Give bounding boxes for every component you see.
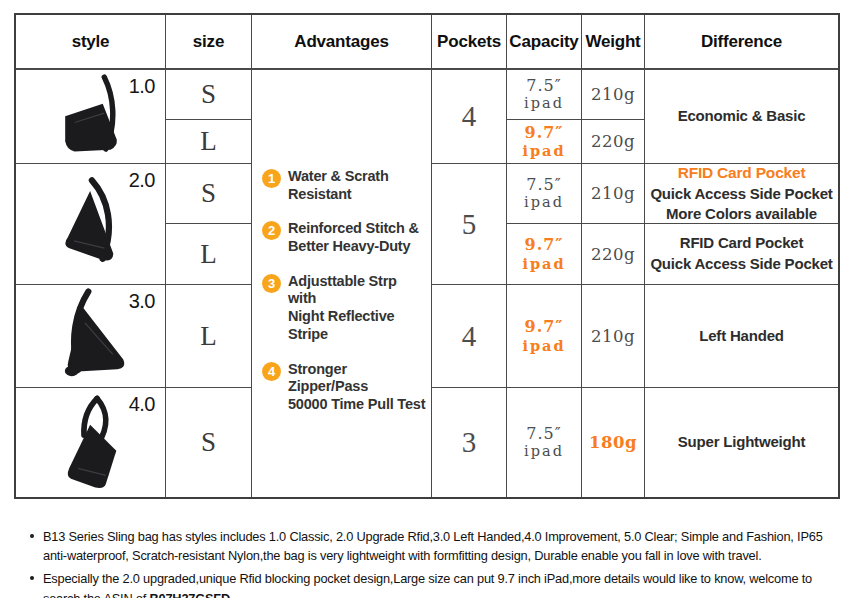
style-cell-1-0: 1.0 xyxy=(16,70,166,164)
difference-line: Quick Access Side Pocket xyxy=(650,184,832,205)
advantages-cell: 1 Water & Scrath Resistant 2 Reinforced … xyxy=(252,70,432,497)
header-cell-size: size xyxy=(166,15,252,70)
difference-cell: Economic & Basic xyxy=(645,70,838,164)
bullet-dot-icon xyxy=(30,576,34,580)
capacity-size: 9.7″ xyxy=(525,124,564,142)
header-cell-difference: Difference xyxy=(645,15,838,70)
size-cell: L xyxy=(166,120,252,164)
capacity-cell: 7.5″ ipad xyxy=(507,70,582,120)
difference-line: RFID Card Pocket xyxy=(680,233,804,254)
capacity-size: 7.5″ xyxy=(526,77,561,95)
size-cell: S xyxy=(166,164,252,224)
size-cell: S xyxy=(166,388,252,497)
note-text: Especially the 2.0 upgraded,unique Rfid … xyxy=(43,569,846,598)
advantage-text: Water & Scrath Resistant xyxy=(288,168,389,203)
size-cell: S xyxy=(166,70,252,120)
size-cell: L xyxy=(166,224,252,285)
advantage-text: Reinforced Stitch & Better Heavy-Duty xyxy=(288,220,419,255)
difference-highlight-line: RFID Card Pocket xyxy=(678,162,806,183)
capacity-size: 9.7″ xyxy=(525,318,564,336)
capacity-cell: 7.5″ ipad xyxy=(507,164,582,224)
capacity-size: 9.7″ xyxy=(525,236,564,254)
header-cell-pockets: Pockets xyxy=(432,15,507,70)
capacity-device: ipad xyxy=(522,338,565,354)
weight-cell-highlighted: 180g xyxy=(582,388,645,497)
product-notes: B13 Series Sling bag has styles includes… xyxy=(30,527,846,598)
note-text: B13 Series Sling bag has styles includes… xyxy=(43,527,846,565)
advantage-number-badge: 2 xyxy=(262,221,281,240)
difference-cell: Super Lightweight xyxy=(645,388,838,497)
size-cell: L xyxy=(166,285,252,388)
pockets-cell: 4 xyxy=(432,285,507,388)
style-version-label: 3.0 xyxy=(129,290,155,313)
comparison-table: style size Advantages Pockets Capacity W… xyxy=(14,13,840,499)
header-cell-capacity: Capacity xyxy=(507,15,582,70)
style-version-label: 1.0 xyxy=(129,75,155,98)
sling-bag-photo-4-0 xyxy=(43,391,139,495)
note-bullet-2: Especially the 2.0 upgraded,unique Rfid … xyxy=(30,569,846,598)
difference-cell: RFID Card Pocket Quick Access Side Pocke… xyxy=(645,164,838,224)
difference-cell: RFID Card Pocket Quick Access Side Pocke… xyxy=(645,224,838,285)
difference-line: More Colors available xyxy=(666,204,817,225)
capacity-size: 7.5″ xyxy=(526,425,561,443)
capacity-device: ipad xyxy=(524,444,564,460)
style-version-label: 4.0 xyxy=(129,393,155,416)
style-cell-2-0: 2.0 xyxy=(16,164,166,285)
capacity-size: 7.5″ xyxy=(526,176,561,194)
difference-cell: Left Handed xyxy=(645,285,838,388)
advantage-text: Adjusttable Strp with Night Reflective S… xyxy=(288,273,427,344)
advantage-text: Stronger Zipper/Pass 50000 Time Pull Tes… xyxy=(288,361,427,414)
sling-bag-photo-3-0 xyxy=(41,288,141,384)
capacity-device: ipad xyxy=(522,256,565,272)
header-cell-weight: Weight xyxy=(582,15,645,70)
pockets-cell: 4 xyxy=(432,70,507,164)
note-bullet-1: B13 Series Sling bag has styles includes… xyxy=(30,527,846,565)
sling-bag-photo-1-0 xyxy=(45,74,137,160)
header-cell-style: style xyxy=(16,15,166,70)
weight-cell: 220g xyxy=(582,224,645,285)
advantage-number-badge: 1 xyxy=(262,169,281,188)
capacity-device: ipad xyxy=(524,195,564,211)
capacity-cell: 7.5″ ipad xyxy=(507,388,582,497)
style-cell-4-0: 4.0 xyxy=(16,388,166,497)
capacity-cell-highlighted: 9.7″ ipad xyxy=(507,285,582,388)
header-cell-advantages: Advantages xyxy=(252,15,432,70)
difference-line: Quick Access Side Pocket xyxy=(650,254,832,275)
bullet-dot-icon xyxy=(30,534,34,538)
sling-bag-photo-2-0 xyxy=(42,170,140,278)
capacity-device: ipad xyxy=(524,96,564,112)
asin-code: B07H27GSFD xyxy=(149,591,230,598)
weight-cell: 210g xyxy=(582,70,645,120)
weight-cell: 210g xyxy=(582,285,645,388)
pockets-cell: 3 xyxy=(432,388,507,497)
pockets-cell: 5 xyxy=(432,164,507,285)
capacity-device: ipad xyxy=(522,143,565,159)
advantage-number-badge: 3 xyxy=(262,274,281,293)
advantage-item: 2 Reinforced Stitch & Better Heavy-Duty xyxy=(262,220,419,255)
advantage-item: 4 Stronger Zipper/Pass 50000 Time Pull T… xyxy=(262,361,427,414)
weight-cell: 220g xyxy=(582,120,645,164)
advantage-item: 1 Water & Scrath Resistant xyxy=(262,168,389,203)
advantage-number-badge: 4 xyxy=(262,362,281,381)
advantage-item: 3 Adjusttable Strp with Night Reflective… xyxy=(262,273,427,344)
style-version-label: 2.0 xyxy=(129,169,155,192)
weight-cell: 210g xyxy=(582,164,645,224)
capacity-cell-highlighted: 9.7″ ipad xyxy=(507,120,582,164)
style-cell-3-0: 3.0 xyxy=(16,285,166,388)
capacity-cell-highlighted: 9.7″ ipad xyxy=(507,224,582,285)
